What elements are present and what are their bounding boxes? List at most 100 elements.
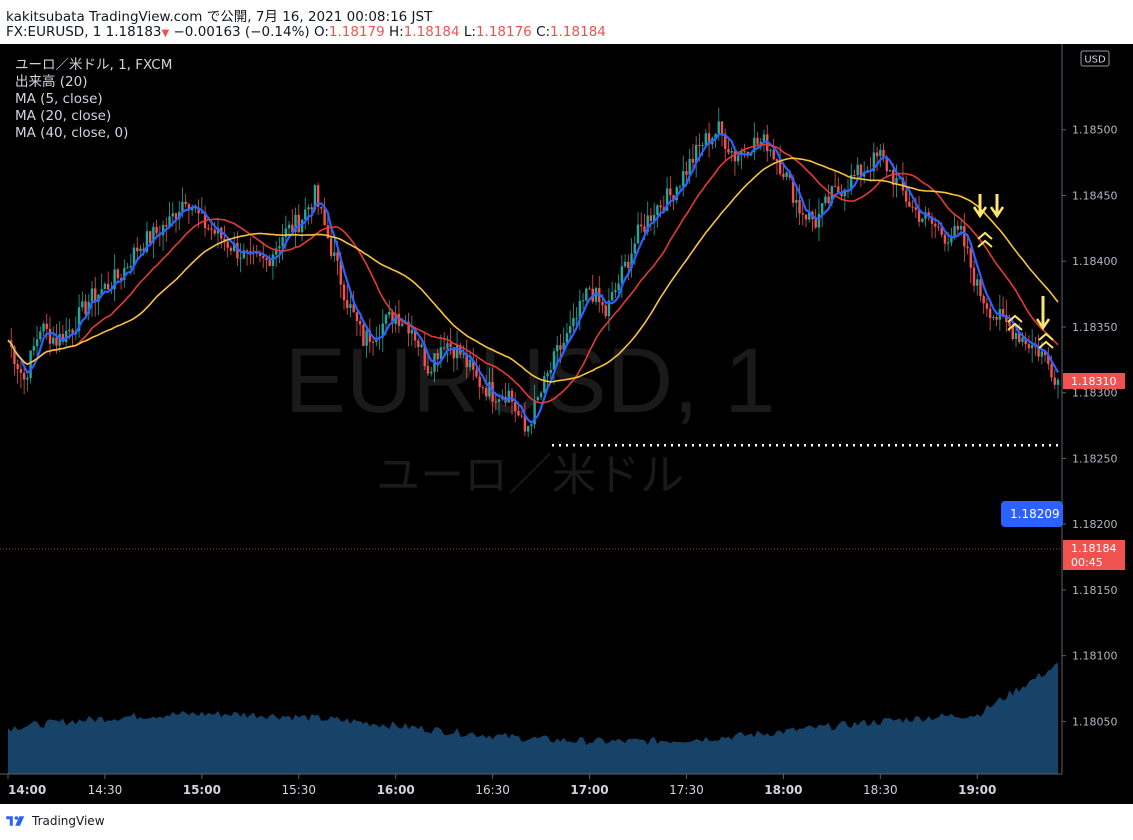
- candle-body: [707, 133, 711, 145]
- candle-body: [265, 258, 268, 261]
- candle-body: [988, 308, 992, 319]
- candle-body: [875, 152, 879, 157]
- candle-body: [843, 191, 846, 197]
- candle-body: [850, 174, 853, 191]
- time-axis[interactable]: 14:00 14:30 15:00 15:30 16:00 16:30 17:00 17:30…: [0, 773, 1062, 797]
- candle-body: [607, 300, 611, 317]
- candle-body: [1050, 363, 1053, 378]
- candle-body: [484, 387, 488, 397]
- ma-40-line: [7, 157, 1059, 383]
- candle-body: [562, 342, 565, 350]
- candle-body: [943, 234, 947, 244]
- levels-group: [0, 444, 1062, 550]
- x-tick-label: 16:30: [475, 783, 510, 797]
- legend-ma40: MA (40, close, 0): [15, 125, 128, 141]
- candle-body: [326, 225, 330, 239]
- candle-body: [145, 231, 149, 252]
- candle-body: [820, 203, 824, 214]
- candle-body: [762, 134, 766, 142]
- low-label: L:: [463, 24, 476, 40]
- candle-body: [950, 237, 953, 243]
- candle-body: [904, 190, 908, 202]
- candle-body: [801, 213, 804, 215]
- chevron-up-icon: [1007, 322, 1023, 331]
- symbol-label: FX:EURUSD, 1: [6, 24, 102, 40]
- y-tick-label: 1.18500: [1072, 124, 1118, 137]
- currency-badge[interactable]: USD: [1080, 50, 1110, 67]
- close-value: 1.18184: [550, 24, 606, 40]
- candle-body: [384, 314, 388, 324]
- candle-body: [48, 328, 52, 344]
- candle-body: [1024, 337, 1027, 345]
- candle-body: [171, 213, 174, 217]
- candle-body: [510, 390, 514, 402]
- candle-body: [698, 144, 701, 147]
- candle-body: [284, 228, 288, 238]
- down-arrow-icon: ▼: [161, 28, 170, 39]
- x-tick-label: 15:30: [281, 783, 316, 797]
- candle-body: [1008, 321, 1011, 327]
- candle-body: [207, 228, 210, 230]
- candle-body: [672, 195, 675, 201]
- candle-body: [77, 307, 81, 332]
- candle-body: [136, 247, 139, 252]
- candle-body: [840, 192, 843, 197]
- candle-body: [917, 209, 921, 222]
- candle-body: [633, 243, 636, 254]
- legend-ma5: MA (5, close): [15, 91, 103, 107]
- candle-body: [924, 212, 927, 219]
- candle-body: [782, 173, 785, 178]
- candle-body: [103, 283, 107, 290]
- price-chart[interactable]: EURUSD, 1 ユーロ／米ドル ユーロ／米ドル, 1, FXCM 出来高 (…: [0, 44, 1133, 804]
- candle-body: [449, 343, 452, 348]
- candle-body: [255, 252, 258, 254]
- arrow-head-icon: [1035, 318, 1051, 331]
- candle-body: [29, 350, 32, 378]
- candle-body: [294, 214, 297, 232]
- candle-body: [976, 279, 979, 286]
- candle-body: [879, 149, 882, 157]
- candle-body: [310, 207, 313, 210]
- x-tick-label: 17:00: [570, 783, 608, 797]
- x-tick-label: 18:00: [764, 783, 802, 797]
- candle-body: [1027, 344, 1031, 349]
- candle-body: [1021, 337, 1024, 343]
- last-price: 1.18183: [105, 24, 162, 40]
- candle-body: [659, 205, 662, 208]
- candle-body: [1047, 355, 1050, 364]
- candle-body: [281, 237, 284, 247]
- chevron-up-icon: [1007, 314, 1023, 323]
- candle-body: [620, 266, 624, 284]
- candle-body: [139, 248, 142, 252]
- candle-body: [507, 390, 510, 403]
- candle-body: [455, 345, 459, 359]
- candle-body: [526, 425, 530, 432]
- candle-body: [701, 145, 704, 147]
- candle-body: [452, 347, 456, 359]
- candle-body: [533, 400, 536, 425]
- x-tick-label: 14:00: [8, 783, 46, 797]
- price-axis[interactable]: 1.18500 1.18450 1.18400 1.18350 1.18300 1.182…: [1001, 44, 1133, 774]
- candle-body: [717, 121, 720, 135]
- candle-body: [643, 226, 646, 232]
- candle-body: [194, 207, 197, 209]
- chevron-up-icon: [1038, 340, 1054, 349]
- candle-body: [892, 170, 895, 185]
- candle-body: [908, 201, 911, 207]
- legend-volume: 出来高 (20): [15, 73, 88, 90]
- candle-body: [497, 399, 501, 402]
- candle-body: [278, 246, 281, 249]
- candle-body: [824, 196, 827, 204]
- candle-body: [720, 121, 724, 134]
- candle-body: [213, 229, 216, 234]
- candle-body: [588, 288, 591, 290]
- candle-body: [1005, 315, 1008, 322]
- candle-body: [678, 186, 682, 188]
- signals-group: [972, 194, 1054, 349]
- candle-body: [885, 156, 888, 172]
- candle-body: [39, 331, 42, 340]
- candle-body: [407, 321, 410, 334]
- y-tick-label: 1.18050: [1072, 715, 1118, 728]
- candle-body: [358, 320, 362, 325]
- candle-body: [1040, 351, 1044, 357]
